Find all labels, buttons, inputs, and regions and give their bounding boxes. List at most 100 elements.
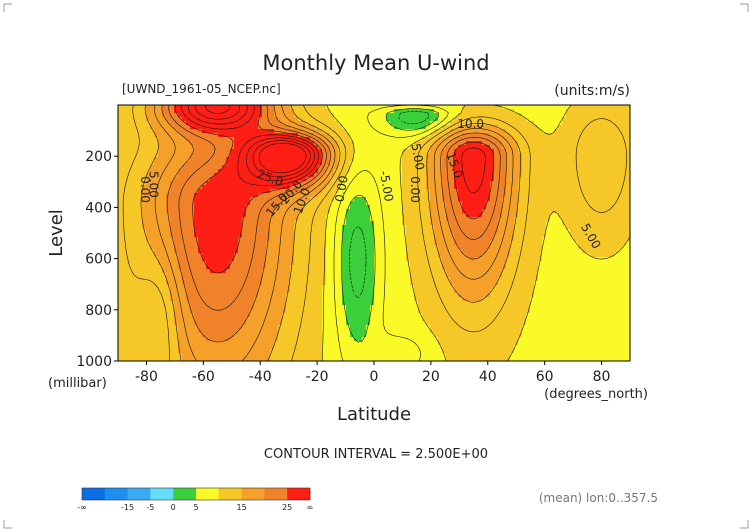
- contour-cell: [118, 113, 123, 118]
- contour-cell: [234, 309, 239, 314]
- contour-cell: [342, 153, 347, 158]
- contour-cell: [366, 293, 371, 298]
- contour-cell: [274, 345, 279, 350]
- contour-cell: [162, 233, 167, 238]
- contour-cell: [298, 277, 303, 282]
- contour-cell: [322, 197, 327, 202]
- contour-cell: [418, 285, 423, 290]
- contour-cell: [138, 233, 143, 238]
- contour-cell: [238, 297, 243, 302]
- contour-cell: [338, 253, 343, 258]
- contour-cell: [326, 113, 331, 118]
- contour-cell: [414, 297, 419, 302]
- contour-cell: [330, 277, 335, 282]
- contour-cell: [294, 201, 299, 206]
- contour-cell: [118, 217, 123, 222]
- contour-cell: [150, 237, 155, 242]
- contour-cell: [410, 241, 415, 246]
- contour-cell: [326, 241, 331, 246]
- contour-cell: [214, 313, 219, 318]
- contour-cell: [118, 293, 123, 298]
- contour-cell: [242, 161, 247, 166]
- contour-cell: [158, 125, 163, 130]
- contour-cell: [262, 341, 267, 346]
- contour-cell: [202, 105, 207, 110]
- contour-cell: [130, 197, 135, 202]
- contour-cell: [338, 293, 343, 298]
- contour-cell: [286, 329, 291, 334]
- contour-cell: [238, 305, 243, 310]
- contour-cell: [302, 173, 307, 178]
- contour-cell: [414, 237, 419, 242]
- contour-cell: [278, 341, 283, 346]
- contour-cell: [410, 161, 415, 166]
- contour-cell: [190, 145, 195, 150]
- contour-cell: [210, 333, 215, 338]
- contour-cell: [154, 121, 159, 126]
- contour-cell: [230, 229, 235, 234]
- contour-cell: [270, 181, 275, 186]
- contour-cell: [350, 161, 355, 166]
- contour-cell: [154, 297, 159, 302]
- contour-cell: [146, 305, 151, 310]
- contour-cell: [134, 169, 139, 174]
- contour-cell: [366, 253, 371, 258]
- contour-cell: [142, 141, 147, 146]
- contour-cell: [150, 193, 155, 198]
- contour-cell: [342, 349, 347, 354]
- contour-cell: [330, 141, 335, 146]
- contour-cell: [290, 173, 295, 178]
- contour-cell: [362, 153, 367, 158]
- contour-cell: [230, 269, 235, 274]
- contour-cell: [366, 165, 371, 170]
- contour-cell: [278, 233, 283, 238]
- contour-cell: [418, 337, 423, 342]
- contour-cell: [142, 285, 147, 290]
- contour-cell: [126, 281, 131, 286]
- contour-cell: [402, 209, 407, 214]
- contour-cell: [254, 249, 259, 254]
- contour-cell: [302, 213, 307, 218]
- contour-cell: [130, 325, 135, 330]
- contour-cell: [182, 277, 187, 282]
- contour-cell: [426, 305, 431, 310]
- contour-cell: [282, 137, 287, 142]
- contour-cell: [414, 357, 419, 362]
- contour-cell: [350, 309, 355, 314]
- contour-cell: [166, 165, 171, 170]
- contour-cell: [174, 209, 179, 214]
- contour-cell: [138, 209, 143, 214]
- contour-cell: [182, 341, 187, 346]
- contour-cell: [282, 117, 287, 122]
- contour-cell: [138, 245, 143, 250]
- contour-cell: [342, 201, 347, 206]
- contour-cell: [190, 289, 195, 294]
- contour-cell: [178, 329, 183, 334]
- contour-cell: [166, 301, 171, 306]
- contour-cell: [190, 109, 195, 114]
- contour-cell: [342, 209, 347, 214]
- contour-cell: [370, 289, 375, 294]
- contour-cell: [418, 325, 423, 330]
- contour-cell: [146, 245, 151, 250]
- contour-cell: [310, 169, 315, 174]
- contour-cell: [298, 141, 303, 146]
- contour-cell: [282, 301, 287, 306]
- contour-cell: [414, 129, 419, 134]
- contour-cell: [214, 137, 219, 142]
- contour-cell: [206, 277, 211, 282]
- contour-cell: [142, 305, 147, 310]
- contour-cell: [290, 269, 295, 274]
- contour-cell: [414, 245, 419, 250]
- contour-cell: [398, 325, 403, 330]
- contour-cell: [290, 285, 295, 290]
- contour-cell: [294, 133, 299, 138]
- contour-cell: [238, 281, 243, 286]
- contour-cell: [166, 197, 171, 202]
- contour-cell: [146, 281, 151, 286]
- contour-cell: [162, 161, 167, 166]
- contour-cell: [338, 273, 343, 278]
- contour-cell: [318, 309, 323, 314]
- contour-cell: [246, 145, 251, 150]
- contour-cell: [230, 305, 235, 310]
